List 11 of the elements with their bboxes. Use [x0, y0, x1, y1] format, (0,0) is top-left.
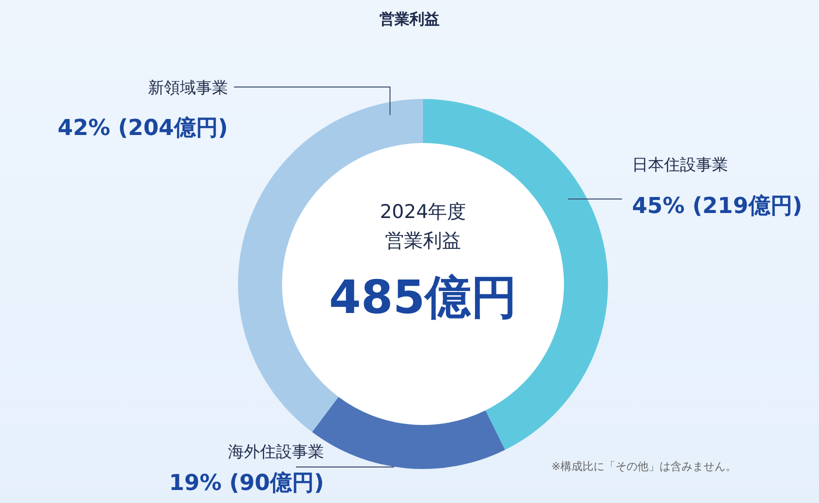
slice-label: 海外住設事業	[228, 442, 324, 461]
slice-label: 新領域事業	[148, 78, 228, 97]
data-label: 42% (204億円)	[58, 116, 228, 141]
data-label: 19% (90億円)	[168, 471, 324, 496]
data-label: 45% (219億円)	[632, 194, 802, 219]
text: 485億円	[328, 270, 518, 324]
text: 営業利益	[385, 230, 461, 252]
text: 2024年度	[380, 201, 466, 223]
text: ※構成比に「その他」は含みません。	[551, 460, 737, 473]
slice-label: 日本住設事業	[632, 155, 728, 174]
chart-title: 営業利益	[380, 10, 440, 28]
